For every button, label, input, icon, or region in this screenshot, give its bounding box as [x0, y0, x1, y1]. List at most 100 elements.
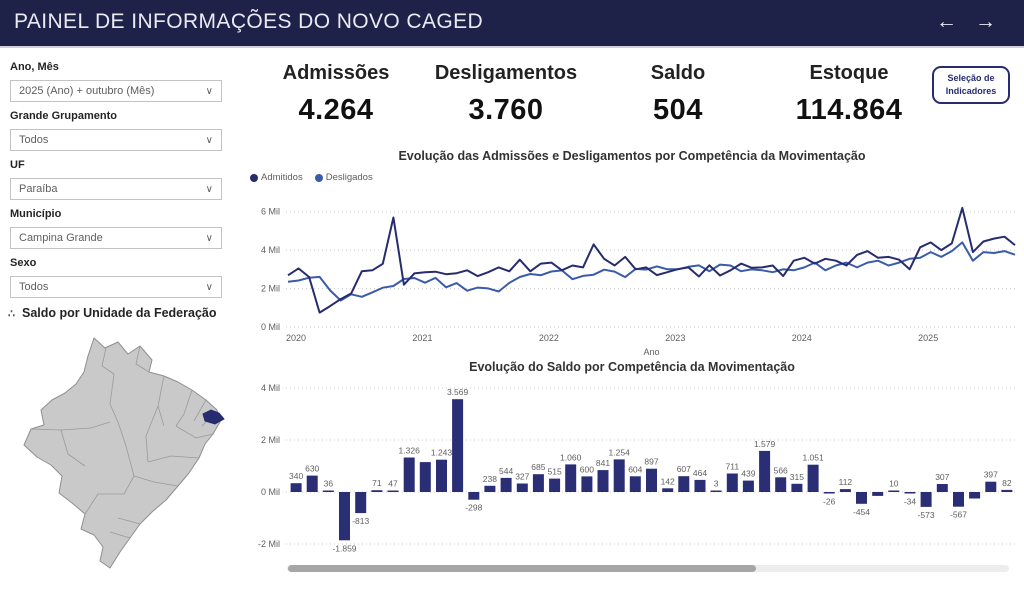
legend-dot-admitidos-icon	[250, 173, 258, 182]
svg-text:2022: 2022	[539, 333, 559, 343]
filter-label-grande-grupamento: Grande Grupamento	[10, 110, 117, 122]
kpi-label: Desligamentos	[434, 62, 578, 84]
svg-text:2 Mil: 2 Mil	[261, 284, 280, 294]
map-state-paraiba[interactable]	[202, 409, 225, 425]
svg-text:600: 600	[580, 464, 594, 474]
filter-dropdown-municipio[interactable]: Campina Grande ∨	[10, 227, 222, 249]
svg-text:4 Mil: 4 Mil	[261, 245, 280, 255]
svg-text:544: 544	[499, 466, 513, 476]
svg-text:10: 10	[889, 479, 899, 489]
svg-text:397: 397	[984, 470, 998, 480]
dropdown-value: Paraíba	[19, 183, 58, 195]
filter-dropdown-grande-grupamento[interactable]: Todos ∨	[10, 129, 222, 151]
svg-text:238: 238	[483, 474, 497, 484]
chevron-down-icon: ∨	[205, 134, 213, 146]
kpi-value: 504	[653, 94, 703, 126]
brazil-outline[interactable]	[23, 337, 221, 569]
svg-text:4 Mil: 4 Mil	[261, 383, 280, 393]
svg-text:2 Mil: 2 Mil	[261, 435, 280, 445]
svg-text:604: 604	[628, 464, 642, 474]
svg-text:112: 112	[839, 477, 853, 487]
filter-label-uf: UF	[10, 159, 25, 171]
svg-text:307: 307	[935, 472, 949, 482]
line-chart-legend: Admitidos Desligados	[250, 172, 373, 183]
svg-text:2025: 2025	[918, 333, 938, 343]
dropdown-value: Campina Grande	[19, 232, 103, 244]
bar-chart-title: Evolução do Saldo por Competência da Mov…	[469, 360, 795, 374]
kpi-value: 3.760	[468, 94, 544, 126]
svg-text:315: 315	[790, 472, 804, 482]
page-navigation: ← →	[936, 8, 996, 36]
svg-text:711: 711	[726, 462, 740, 472]
filter-label-ano-mes: Ano, Mês	[10, 61, 59, 73]
selecao-indicadores-button[interactable]: Seleção de Indicadores	[932, 66, 1010, 104]
prev-page-arrow-icon[interactable]: ←	[936, 10, 957, 33]
svg-text:2020: 2020	[286, 333, 306, 343]
kpi-label: Saldo	[650, 62, 706, 84]
svg-text:-298: -298	[465, 503, 482, 513]
svg-text:1.326: 1.326	[399, 446, 421, 456]
map-section-title: ∴ Saldo por Unidade da Federação	[8, 306, 217, 320]
svg-text:464: 464	[693, 468, 707, 478]
svg-text:71: 71	[372, 478, 382, 488]
svg-text:Ano: Ano	[643, 347, 659, 357]
kpi-estoque: Estoque 114.864	[763, 62, 935, 127]
svg-text:-34: -34	[904, 497, 917, 507]
svg-text:439: 439	[741, 469, 755, 479]
svg-text:-2 Mil: -2 Mil	[258, 539, 280, 549]
svg-text:0 Mil: 0 Mil	[261, 487, 280, 497]
filter-dropdown-ano-mes[interactable]: 2025 (Ano) + outubro (Mês) ∨	[10, 80, 222, 102]
legend-item-desligados[interactable]: Desligados	[314, 172, 373, 183]
kpi-label: Estoque	[809, 62, 889, 84]
chevron-down-icon: ∨	[205, 183, 213, 195]
svg-text:1.579: 1.579	[754, 439, 776, 449]
dropdown-value: Todos	[19, 281, 49, 293]
svg-text:327: 327	[515, 472, 529, 482]
bar-chart-scrollbar-thumb[interactable]	[288, 565, 756, 572]
svg-text:-1.859: -1.859	[332, 543, 356, 553]
svg-text:2024: 2024	[792, 333, 812, 343]
dropdown-value: 2025 (Ano) + outubro (Mês)	[19, 85, 155, 97]
svg-text:340: 340	[289, 471, 303, 481]
chevron-down-icon: ∨	[205, 232, 213, 244]
svg-text:-813: -813	[352, 516, 369, 526]
kpi-value: 4.264	[298, 94, 374, 126]
svg-text:607: 607	[677, 464, 691, 474]
chevron-down-icon: ∨	[205, 85, 213, 97]
next-page-arrow-icon[interactable]: →	[975, 10, 996, 33]
svg-text:6 Mil: 6 Mil	[261, 207, 280, 217]
svg-text:1.254: 1.254	[609, 447, 631, 457]
line-chart-title: Evolução das Admissões e Desligamentos p…	[398, 149, 866, 163]
svg-text:-567: -567	[950, 510, 967, 520]
svg-text:1.060: 1.060	[560, 452, 582, 462]
filter-label-municipio: Município	[10, 208, 62, 220]
filter-label-sexo: Sexo	[10, 257, 37, 269]
map-title-text: Saldo por Unidade da Federação	[22, 306, 217, 320]
svg-text:47: 47	[388, 479, 398, 489]
svg-text:566: 566	[774, 465, 788, 475]
svg-text:0 Mil: 0 Mil	[261, 322, 280, 332]
svg-text:3: 3	[714, 479, 719, 489]
filter-dropdown-sexo[interactable]: Todos ∨	[10, 276, 222, 298]
filter-dropdown-uf[interactable]: Paraíba ∨	[10, 178, 222, 200]
svg-text:515: 515	[548, 467, 562, 477]
line-chart[interactable]: 6 Mil 4 Mil 2 Mil 0 Mil 2020 2021 2022 2023 2024…	[240, 194, 1024, 360]
kpi-saldo: Saldo 504	[592, 62, 764, 127]
dropdown-value: Todos	[19, 134, 49, 146]
svg-text:82: 82	[1002, 478, 1012, 488]
kpi-desligamentos: Desligamentos 3.760	[420, 62, 592, 127]
svg-text:2023: 2023	[665, 333, 685, 343]
svg-text:36: 36	[324, 479, 334, 489]
brazil-map[interactable]	[6, 324, 234, 586]
bar-chart-scrollbar-track[interactable]	[287, 565, 1009, 572]
map-dots-icon: ∴	[8, 307, 15, 320]
legend-dot-desligados-icon	[314, 173, 323, 182]
page-title: PAINEL DE INFORMAÇÕES DO NOVO CAGED	[14, 10, 484, 33]
svg-text:630: 630	[305, 464, 319, 474]
kpi-value: 114.864	[795, 94, 903, 126]
legend-item-admitidos[interactable]: Admitidos	[250, 172, 303, 183]
kpi-admissoes: Admissões 4.264	[250, 62, 422, 127]
kpi-label: Admissões	[282, 62, 390, 84]
